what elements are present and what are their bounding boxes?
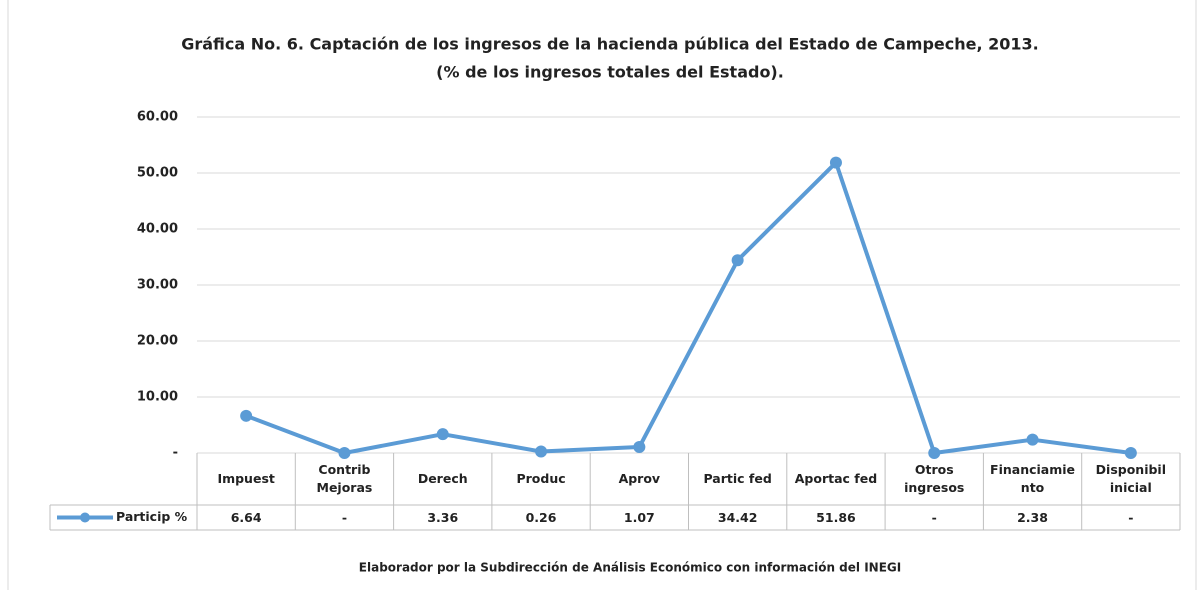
x-tick-label: Derech (417, 471, 468, 486)
line (245, 160, 1132, 455)
marker (633, 441, 646, 454)
marker (829, 156, 842, 169)
marker (240, 409, 253, 422)
legend-label: Particip % (116, 509, 188, 524)
marker (928, 447, 941, 459)
marker (436, 428, 449, 441)
x-tick-label: Financiamiento (990, 462, 1076, 495)
marker (731, 254, 744, 267)
legend-marker (80, 512, 90, 523)
data-label: 1.07 (623, 509, 655, 525)
y-tick-label: - (173, 446, 178, 461)
data-label: - (1128, 509, 1134, 525)
data-label: - (931, 509, 937, 525)
data-label: - (341, 509, 348, 525)
y-tick-label: 50.00 (137, 166, 178, 181)
marker (338, 447, 351, 459)
data-label: 51.86 (816, 509, 856, 525)
y-tick-label: 10.00 (137, 390, 178, 405)
x-tick-label: Impuest (217, 471, 275, 486)
x-tick-label: Produc (516, 471, 566, 486)
data-label: 0.26 (525, 509, 557, 525)
x-tick-label: Aportac fed (794, 471, 878, 486)
data-label: 3.36 (427, 509, 459, 525)
footer: Elaborador por la Subdirección de Anális… (359, 561, 901, 575)
x-tick-label: Aprov (618, 471, 661, 486)
x-tick-label: Disponibil inicial (1095, 462, 1166, 495)
y-tick-label: 40.00 (137, 222, 178, 237)
x-tick-label: Partic fed (703, 471, 772, 486)
data-label: 2.38 (1017, 509, 1048, 525)
marker (1124, 447, 1137, 459)
y-tick-label: 30.00 (137, 278, 178, 293)
y-tick-label: 60.00 (137, 110, 178, 125)
data-label: 34.42 (717, 509, 758, 525)
y-tick-label: 20.00 (137, 334, 178, 349)
data-label: 6.64 (230, 509, 262, 525)
x-tick-label: Otros ingresos (904, 462, 965, 495)
chart-title: Gráfica No. 6. Captación de los ingresos… (181, 35, 1039, 54)
marker (1026, 433, 1039, 446)
x-tick-label: Contrib Mejoras (316, 462, 373, 495)
marker (535, 445, 548, 458)
chart-subtitle: (% de los ingresos totales del Estado). (436, 63, 784, 82)
